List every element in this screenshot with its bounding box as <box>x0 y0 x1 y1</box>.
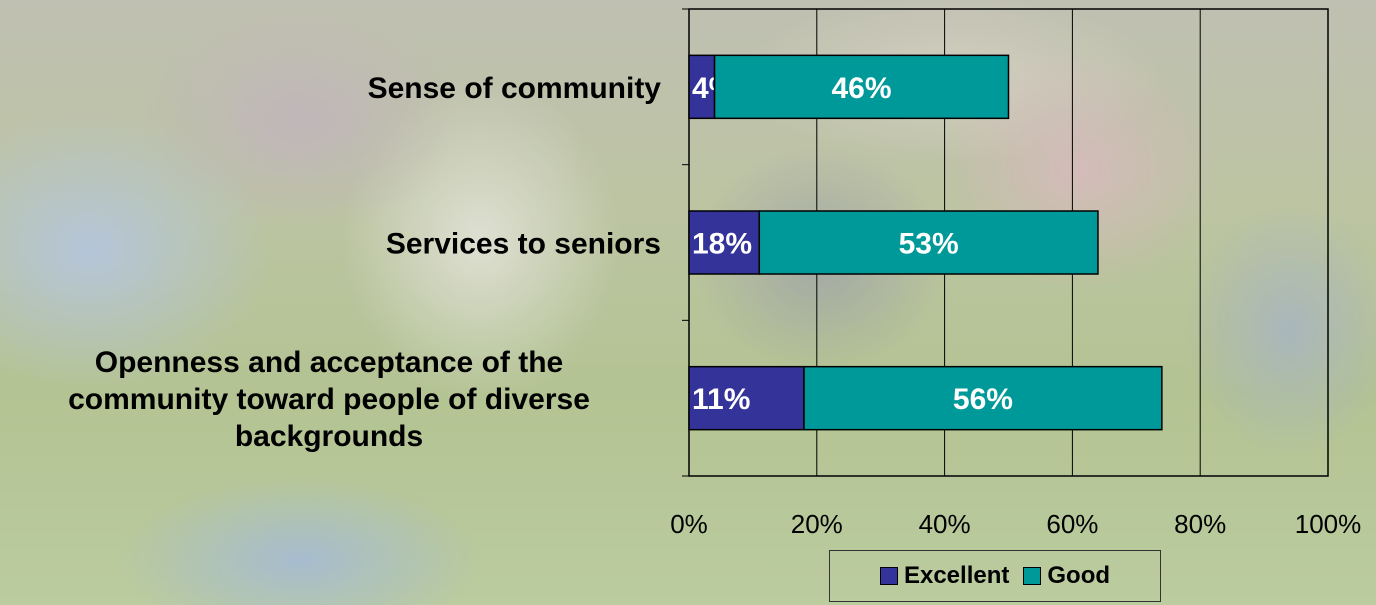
legend: Excellent Good <box>829 550 1161 602</box>
data-label-good: 53% <box>899 228 959 261</box>
bar-good <box>803 365 1163 431</box>
category-label-line: Sense of community <box>368 72 662 105</box>
bar-excellent <box>688 54 716 120</box>
x-tick-label: 60% <box>1046 509 1098 539</box>
category-label-line: Openness and acceptance of the <box>95 346 563 379</box>
category-label: Openness and acceptance of the community … <box>68 346 590 453</box>
legend-label-excellent: Excellent <box>903 562 1010 589</box>
data-label-excellent: 18% <box>692 228 752 261</box>
x-tick-label: 20% <box>791 509 843 539</box>
data-label-good: 56% <box>953 383 1013 416</box>
x-tick-label: 80% <box>1174 509 1226 539</box>
legend-swatch-excellent <box>879 567 898 585</box>
bar-excellent <box>688 365 805 431</box>
legend-label-good: Good <box>1047 562 1111 589</box>
x-tick-label: 40% <box>919 509 971 539</box>
data-label-good: 46% <box>832 72 892 105</box>
x-tick-label: 0% <box>670 509 708 539</box>
data-label-excellent: 11% <box>692 383 750 416</box>
legend-item-excellent: Excellent <box>879 562 1010 590</box>
bar-good <box>713 54 1010 120</box>
category-label: Sense of community <box>368 72 662 105</box>
category-label: Services to seniors <box>386 228 661 261</box>
bars: 4% 46%18% 53%11% 56% <box>688 54 1163 431</box>
category-labels: Sense of community Services to seniors Ope… <box>68 72 661 453</box>
x-axis-ticks: 0% 20% 40% 60% 80% 100% <box>670 509 1361 539</box>
category-label-line: Services to seniors <box>386 228 661 261</box>
category-label-line: community toward people of diverse <box>68 383 590 416</box>
category-label-line: backgrounds <box>235 420 423 453</box>
legend-swatch-good <box>1023 567 1042 585</box>
legend-item-good: Good <box>1023 562 1110 590</box>
x-tick-label: 100% <box>1295 509 1362 539</box>
bar-good <box>758 210 1099 275</box>
